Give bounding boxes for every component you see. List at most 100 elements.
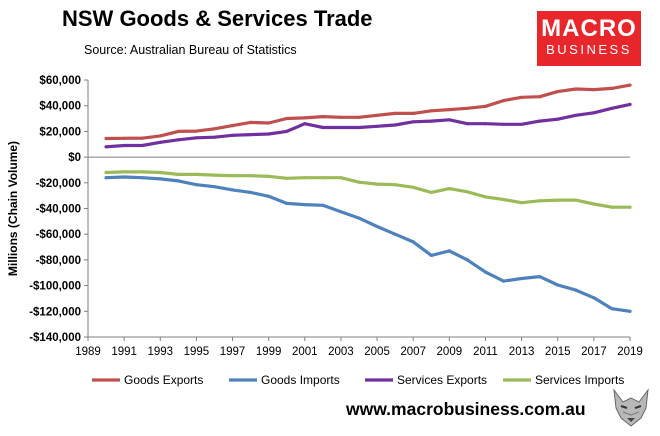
data-point-services-imports xyxy=(375,182,379,186)
chart-title: NSW Goods & Services Trade xyxy=(62,6,373,31)
x-tick-label: 1989 xyxy=(75,346,101,358)
data-point-goods-imports xyxy=(285,201,289,205)
data-point-services-exports xyxy=(375,124,379,128)
data-point-services-imports xyxy=(465,190,469,194)
data-point-goods-imports xyxy=(465,258,469,262)
x-tick-label: 2011 xyxy=(473,346,498,358)
data-point-goods-exports xyxy=(285,116,289,121)
data-point-goods-exports xyxy=(483,104,488,108)
data-point-goods-exports xyxy=(249,120,253,124)
y-tick-label: -$80,000 xyxy=(36,255,81,267)
data-point-services-exports xyxy=(285,129,289,133)
data-point-services-exports xyxy=(628,102,632,106)
data-point-services-imports xyxy=(249,174,253,178)
data-point-services-exports xyxy=(556,117,560,121)
data-point-services-exports xyxy=(194,136,198,140)
x-tick-label: 2007 xyxy=(400,346,426,358)
y-axis-label: Millions (Chain Volume) xyxy=(6,141,20,276)
data-point-services-exports xyxy=(574,113,578,117)
x-tick-label: 2009 xyxy=(437,346,463,358)
data-point-goods-exports xyxy=(158,134,162,138)
data-point-goods-imports xyxy=(303,203,307,207)
data-point-services-imports xyxy=(122,170,126,174)
data-point-goods-exports xyxy=(447,108,451,112)
data-point-services-imports xyxy=(140,170,144,174)
data-point-goods-imports xyxy=(628,309,632,313)
data-point-goods-exports xyxy=(176,129,180,133)
data-point-services-exports xyxy=(520,122,524,126)
data-point-services-imports xyxy=(230,174,235,178)
data-point-services-exports xyxy=(267,132,271,136)
data-point-goods-imports xyxy=(158,177,162,181)
data-point-services-exports xyxy=(447,118,451,122)
data-point-goods-imports xyxy=(538,275,542,279)
data-point-services-exports xyxy=(501,122,506,126)
legend-label: Goods Imports xyxy=(261,373,340,387)
data-point-goods-imports xyxy=(375,224,379,229)
data-point-goods-exports xyxy=(501,99,506,103)
macro-business-logo: MACRO BUSINESS xyxy=(537,11,641,66)
legend-label: Services Exports xyxy=(397,373,487,387)
data-point-goods-imports xyxy=(194,183,198,187)
data-point-services-imports xyxy=(556,198,560,202)
data-point-services-imports xyxy=(429,190,433,194)
data-point-services-imports xyxy=(411,185,415,189)
data-point-goods-imports xyxy=(592,296,596,300)
x-tick-label: 2001 xyxy=(292,346,318,358)
data-point-services-exports xyxy=(483,122,488,126)
data-point-services-exports xyxy=(140,143,144,148)
x-tick-label: 1997 xyxy=(220,346,246,358)
series-line-goods-exports xyxy=(104,83,632,141)
data-point-goods-imports xyxy=(574,288,578,292)
x-tick-label: 2017 xyxy=(581,346,607,358)
y-tick-label: $40,000 xyxy=(39,101,81,113)
data-point-services-imports xyxy=(357,180,361,184)
data-point-goods-imports xyxy=(483,270,488,274)
x-tick-label: 2005 xyxy=(364,346,390,358)
data-point-goods-exports xyxy=(194,129,198,133)
data-point-services-exports xyxy=(122,143,126,148)
data-point-services-exports xyxy=(465,122,469,126)
data-point-services-exports xyxy=(429,119,433,123)
data-point-services-exports xyxy=(158,140,162,144)
data-point-goods-exports xyxy=(104,136,108,141)
data-point-services-imports xyxy=(158,170,162,175)
y-tick-label: $0 xyxy=(68,152,81,164)
data-point-goods-exports xyxy=(230,124,235,128)
data-point-services-exports xyxy=(230,133,235,137)
data-point-goods-imports xyxy=(411,240,415,244)
website-url[interactable]: www.macrobusiness.com.au xyxy=(346,399,586,419)
data-point-goods-exports xyxy=(592,88,596,92)
data-point-goods-exports xyxy=(628,83,632,87)
data-point-services-exports xyxy=(321,125,325,130)
data-point-services-imports xyxy=(447,187,451,191)
data-point-goods-imports xyxy=(339,210,343,214)
data-point-goods-imports xyxy=(140,176,144,180)
y-tick-label: -$100,000 xyxy=(29,281,81,293)
data-point-goods-imports xyxy=(249,190,253,194)
legend-label: Services Imports xyxy=(535,373,624,387)
data-point-services-imports xyxy=(592,202,596,206)
data-point-services-imports xyxy=(303,176,307,180)
y-tick-label: $20,000 xyxy=(39,126,81,138)
y-tick-label: -$40,000 xyxy=(36,204,81,216)
data-point-goods-exports xyxy=(212,127,217,131)
data-point-goods-imports xyxy=(357,216,361,220)
logo-line-1: MACRO xyxy=(541,15,637,42)
x-tick-label: 1993 xyxy=(147,346,173,358)
data-point-goods-exports xyxy=(429,109,433,113)
data-point-goods-imports xyxy=(122,175,126,179)
y-tick-label: $60,000 xyxy=(39,75,81,87)
y-tick-label: -$140,000 xyxy=(29,332,81,344)
chart-source: Source: Australian Bureau of Statistics xyxy=(84,43,297,57)
data-point-goods-exports xyxy=(411,111,415,115)
data-point-services-exports xyxy=(104,145,108,149)
x-tick-label: 2013 xyxy=(509,346,535,358)
data-point-services-imports xyxy=(520,201,524,205)
data-point-goods-imports xyxy=(104,176,108,180)
data-point-goods-exports xyxy=(465,106,469,110)
data-point-services-exports xyxy=(249,133,253,137)
data-point-goods-imports xyxy=(610,307,614,311)
data-point-goods-exports xyxy=(321,115,325,119)
data-point-services-exports xyxy=(610,106,614,110)
